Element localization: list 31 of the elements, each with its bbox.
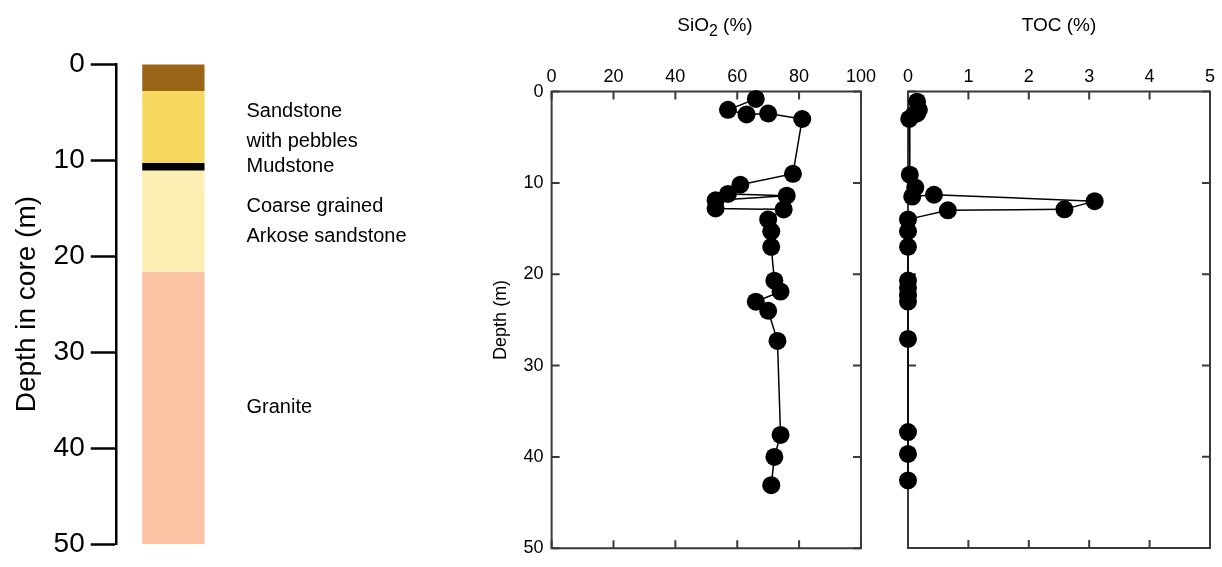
x-tick-label: 60 [727,65,748,86]
x-tick-label: 100 [845,65,877,86]
text: Sandstone with pebbles [245,99,358,152]
x-tick-label: 40 [665,65,686,86]
x-tick-label: 1 [963,65,974,86]
y-tick-label: 10 [523,171,544,192]
y-tick-label: 20 [523,263,544,284]
y-axis-title: Depth in core (m) [9,195,41,413]
y-tick-label: 30 [523,354,544,375]
text: Mudstone [246,154,335,177]
x-tick-label: 4 [1144,65,1155,86]
y-tick-label: 0 [533,80,544,101]
y-tick-label: 50 [53,526,85,558]
y-tick-label: 40 [523,445,544,466]
x-tick-label: 2 [1023,65,1034,86]
y-tick-label: 20 [53,238,85,270]
text: Granite [246,395,313,418]
y-tick-label: 50 [523,537,544,558]
x-axis-title: TOC (%) [1020,14,1098,36]
text: Coarse grained Arkose sandstone [246,193,407,246]
y-tick-label: 30 [53,334,85,366]
x-tick-label: 80 [789,65,810,86]
y-tick-label: 10 [53,142,85,174]
x-tick-label: 0 [902,65,914,86]
x-tick-label: 0 [546,65,557,86]
y-tick-label: 40 [53,430,85,462]
x-tick-label: 3 [1084,65,1095,86]
y-axis-title: Depth (m) [489,279,510,360]
x-tick-label: 5 [1204,65,1216,86]
x-tick-label: 20 [603,65,624,86]
x-axis-title: SiO$_{2}$ (%) [676,14,754,40]
